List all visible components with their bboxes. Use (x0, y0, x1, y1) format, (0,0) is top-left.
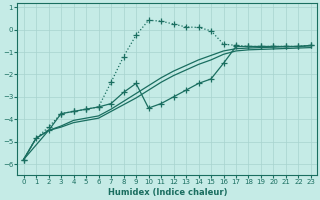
X-axis label: Humidex (Indice chaleur): Humidex (Indice chaleur) (108, 188, 227, 197)
